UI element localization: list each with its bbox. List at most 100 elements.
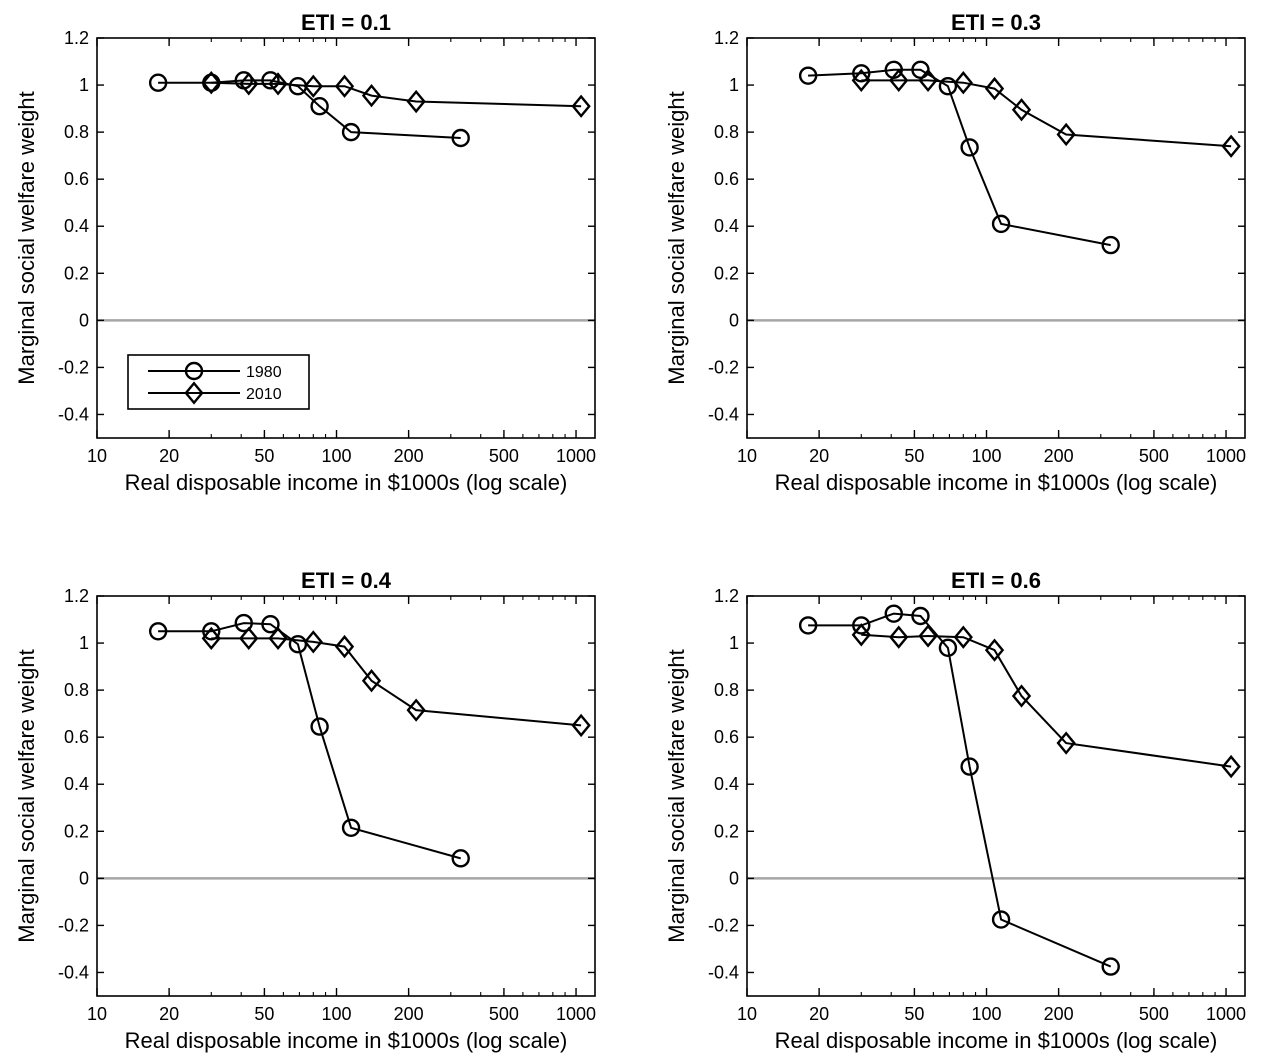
data-point-2010 <box>889 625 909 649</box>
x-tick-label: 10 <box>737 1004 757 1024</box>
x-tick-label: 50 <box>904 1004 924 1024</box>
y-tick-label: 0.8 <box>714 680 739 700</box>
data-point-2010 <box>1221 134 1241 158</box>
data-point-1980 <box>884 604 903 623</box>
data-point-1980 <box>798 616 818 635</box>
y-axis-label: Marginal social welfare weight <box>14 91 39 384</box>
data-point-1980 <box>1101 235 1120 255</box>
series-line-2010 <box>861 79 1232 148</box>
x-tick-label: 500 <box>489 1004 519 1024</box>
y-tick-label: 0.2 <box>714 263 739 283</box>
x-tick-label: 10 <box>87 1004 107 1024</box>
y-tick-label: 0.8 <box>714 122 739 142</box>
data-point-2010 <box>201 626 221 651</box>
axes-box <box>96 37 596 439</box>
x-tick-label: 200 <box>1044 1004 1074 1024</box>
data-point-1980 <box>341 818 361 837</box>
data-point-2010 <box>361 83 382 108</box>
data-point-2010 <box>303 74 323 98</box>
y-tick-label: -0.2 <box>58 357 89 377</box>
y-tick-label: 0 <box>729 310 739 330</box>
series-line-2010 <box>211 637 582 727</box>
data-point-2010 <box>918 624 938 648</box>
y-tick-label: -0.4 <box>58 962 89 982</box>
x-tick-label: 20 <box>159 446 179 466</box>
legend-label: 1980 <box>246 364 282 381</box>
y-tick-label: -0.4 <box>708 962 739 982</box>
x-tick-label: 100 <box>971 1004 1001 1024</box>
y-tick-label: 0.4 <box>714 774 739 794</box>
series-line-1980 <box>158 622 461 860</box>
y-tick-label: 0.8 <box>64 122 89 142</box>
x-axis-label: Real disposable income in $1000s (log sc… <box>775 470 1218 495</box>
y-tick-label: 1 <box>729 633 739 653</box>
x-tick-label: 10 <box>87 446 107 466</box>
data-point-2010 <box>953 71 973 95</box>
y-tick-label: 0.6 <box>64 169 89 189</box>
y-tick-label: 1.2 <box>64 586 89 606</box>
data-point-2010 <box>201 71 221 95</box>
y-tick-label: 0.2 <box>64 263 89 283</box>
data-point-2010 <box>1011 684 1032 708</box>
y-axis-label: Marginal social welfare weight <box>14 649 39 942</box>
y-tick-label: 0.6 <box>714 727 739 747</box>
data-point-1980 <box>960 757 979 776</box>
data-point-1980 <box>852 616 871 635</box>
data-point-1980 <box>261 71 280 90</box>
legend-label: 2010 <box>246 386 282 403</box>
data-point-1980 <box>938 77 958 96</box>
data-point-1980 <box>202 622 221 641</box>
y-tick-label: 1 <box>729 75 739 95</box>
x-tick-label: 10 <box>737 446 757 466</box>
axes-box <box>746 37 1246 439</box>
data-point-1980 <box>938 638 958 657</box>
data-point-2010 <box>571 94 591 118</box>
data-point-2010 <box>334 634 355 659</box>
y-tick-label: 0 <box>79 868 89 888</box>
data-point-2010 <box>239 626 259 651</box>
series-line-1980 <box>808 612 1112 968</box>
chart-title: ETI = 0.4 <box>301 568 392 593</box>
chart-panel-3: -0.4 -0.2 0 0.2 0.4 0.6 0.8 1 1.2 10 20 50 100 200 500… <box>14 568 596 1053</box>
data-point-2010 <box>334 74 355 98</box>
data-point-2010 <box>1056 731 1076 755</box>
data-point-1980 <box>960 138 979 157</box>
data-point-2010 <box>953 625 973 649</box>
data-point-1980 <box>911 606 930 626</box>
data-point-2010 <box>268 72 288 96</box>
data-point-2010 <box>239 72 259 96</box>
chart-panel-4: -0.4 -0.2 0 0.2 0.4 0.6 0.8 1 1.2 10 20 50 100 200 500… <box>664 568 1246 1053</box>
x-tick-label: 200 <box>394 446 424 466</box>
data-point-1980 <box>310 717 329 736</box>
y-tick-label: 0.2 <box>714 821 739 841</box>
data-point-1980 <box>310 97 329 116</box>
y-axis-label: Marginal social welfare weight <box>664 649 689 942</box>
x-tick-label: 500 <box>1139 446 1169 466</box>
data-point-2010 <box>406 698 426 722</box>
data-point-2010 <box>1011 98 1032 122</box>
y-tick-label: 0 <box>729 868 739 888</box>
y-tick-label: 0.6 <box>64 727 89 747</box>
y-tick-label: -0.2 <box>708 357 739 377</box>
x-tick-label: 200 <box>1044 446 1074 466</box>
data-point-1980 <box>451 128 470 148</box>
data-point-2010 <box>1056 122 1076 147</box>
data-point-1980 <box>261 615 280 634</box>
y-tick-label: 1.2 <box>714 586 739 606</box>
x-axis-label: Real disposable income in $1000s (log sc… <box>775 1028 1218 1053</box>
y-tick-label: -0.4 <box>58 404 89 424</box>
data-point-1980 <box>1101 957 1120 976</box>
x-tick-label: 20 <box>809 446 829 466</box>
data-point-2010 <box>268 626 288 651</box>
axes-box <box>96 595 596 997</box>
data-point-2010 <box>1221 754 1241 779</box>
x-axis-label: Real disposable income in $1000s (log sc… <box>125 470 568 495</box>
y-tick-label: 0.2 <box>64 821 89 841</box>
data-point-1980 <box>991 214 1011 234</box>
data-point-1980 <box>991 910 1011 929</box>
x-tick-label: 50 <box>904 446 924 466</box>
data-point-1980 <box>341 122 361 142</box>
chart-title: ETI = 0.1 <box>301 10 391 35</box>
legend-marker-2010 <box>184 381 204 405</box>
